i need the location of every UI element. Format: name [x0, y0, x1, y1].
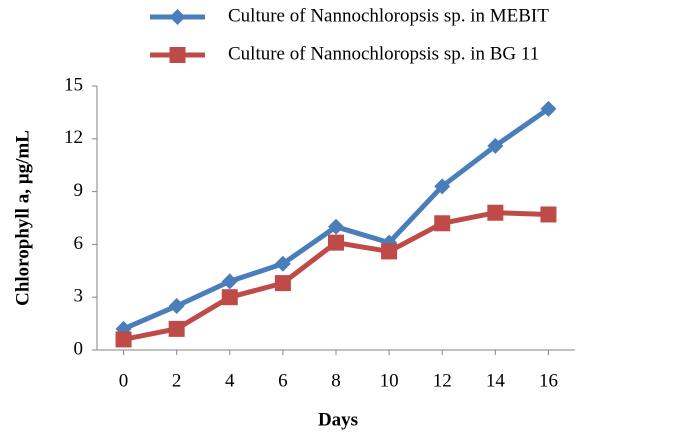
y-tick-label: 9 — [74, 180, 84, 201]
point-marker — [115, 331, 132, 348]
point-marker — [221, 289, 238, 306]
point-marker — [381, 243, 398, 260]
x-axis-title: Days — [318, 409, 358, 430]
y-tick-label: 0 — [74, 338, 84, 359]
legend-marker — [169, 47, 186, 63]
point-marker — [221, 273, 238, 290]
legend-label: Culture of Nannochloropsis sp. in BG 11 — [228, 43, 539, 64]
point-marker — [274, 255, 291, 272]
point-marker — [328, 234, 344, 251]
x-tick-label: 8 — [331, 370, 341, 391]
y-axis-title: Chlorophyll a, µg/mL — [12, 130, 33, 306]
point-marker — [487, 204, 504, 221]
y-tick-label: 15 — [64, 74, 83, 95]
point-marker — [540, 206, 557, 223]
x-tick-label: 4 — [225, 370, 235, 391]
point-marker — [274, 275, 291, 292]
x-tick-label: 16 — [539, 370, 558, 391]
legend-marker — [169, 9, 186, 25]
point-marker — [328, 218, 344, 235]
x-tick-label: 10 — [380, 370, 399, 391]
x-tick-label: 14 — [486, 370, 506, 391]
y-tick-label: 3 — [74, 286, 84, 307]
point-marker — [434, 178, 451, 195]
point-marker — [168, 320, 185, 337]
x-tick-label: 2 — [172, 370, 182, 391]
point-marker — [168, 298, 185, 314]
y-tick-label: 12 — [64, 127, 83, 148]
x-tick-label: 0 — [119, 370, 129, 391]
y-tick-label: 6 — [74, 233, 84, 254]
point-marker — [540, 100, 557, 117]
x-tick-label: 6 — [278, 370, 288, 391]
point-marker — [434, 215, 451, 232]
legend-label: Culture of Nannochloropsis sp. in MEBIT — [228, 5, 549, 26]
x-tick-label: 12 — [433, 370, 452, 391]
point-marker — [487, 137, 504, 154]
